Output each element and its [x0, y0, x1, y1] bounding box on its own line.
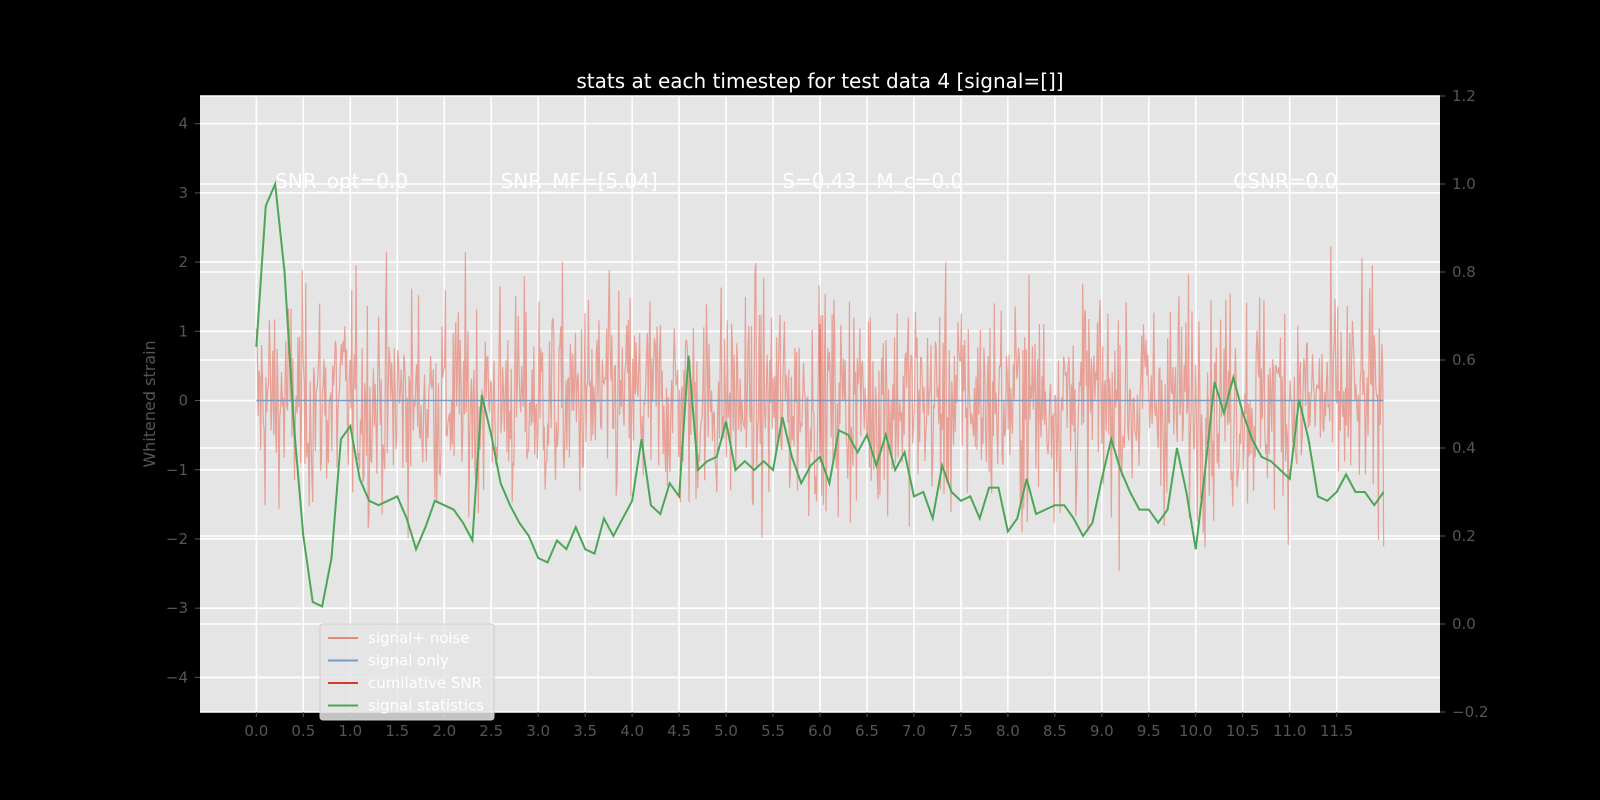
x-tick-label: 10.0 [1179, 722, 1212, 740]
x-tick-label: 11.0 [1273, 722, 1306, 740]
y-tick-label: 3 [178, 184, 188, 202]
annotation: CSNR=0.0 [1233, 169, 1337, 193]
legend-label: signal statistics [368, 697, 484, 715]
x-tick-label: 0.0 [244, 722, 268, 740]
x-tick-label: 1.5 [385, 722, 409, 740]
x-tick-label: 3.5 [573, 722, 597, 740]
legend: signal+ noise signal only cumilative SNR si… [319, 623, 495, 721]
y-tick-label: 0 [178, 392, 188, 410]
line-series [255, 180, 1385, 608]
y2-tick-label: 0.6 [1452, 351, 1476, 369]
x-tick-label: 9.0 [1090, 722, 1114, 740]
y2-tick-label: 1.2 [1452, 87, 1476, 105]
y-axis-left: 4 3 2 1 0 −1 −2 −3 −4 [166, 115, 200, 686]
x-tick-label: 2.0 [432, 722, 456, 740]
y2-tick-label: 0.2 [1452, 527, 1476, 545]
x-tick-label: 8.5 [1043, 722, 1067, 740]
x-tick-label: 7.5 [949, 722, 973, 740]
y2-tick-label: 0.0 [1452, 615, 1476, 633]
annotation: S=0.43 [782, 169, 856, 193]
annotation: SNR_MF=[5.04] [501, 169, 658, 193]
x-tick-label: 6.0 [808, 722, 832, 740]
x-tick-label: 5.0 [714, 722, 738, 740]
y-tick-label: 1 [178, 322, 188, 340]
x-tick-label: 4.0 [620, 722, 644, 740]
x-tick-label: 9.5 [1137, 722, 1161, 740]
signal-statistics-line [255, 180, 1385, 608]
x-tick-label: 8.0 [996, 722, 1020, 740]
x-tick-label: 6.5 [855, 722, 879, 740]
legend-box [319, 623, 495, 721]
y-tick-label: −2 [166, 530, 188, 548]
y-axis-right: 1.2 1.0 0.8 0.6 0.4 0.2 0.0 −0.2 [1440, 87, 1488, 721]
x-tick-label: 0.5 [291, 722, 315, 740]
y-tick-label: −3 [166, 599, 188, 617]
legend-label: signal+ noise [368, 629, 470, 647]
y2-tick-label: 0.8 [1452, 263, 1476, 281]
chart-title: stats at each timestep for test data 4 [… [576, 69, 1063, 93]
x-tick-label: 11.5 [1320, 722, 1353, 740]
legend-label: cumilative SNR [368, 674, 482, 692]
x-tick-label: 7.0 [902, 722, 926, 740]
annotation: SNR_opt=0.0 [275, 169, 408, 193]
x-tick-label: 1.0 [338, 722, 362, 740]
x-tick-label: 3.0 [526, 722, 550, 740]
legend-label: signal only [368, 652, 449, 670]
y2-tick-label: 0.4 [1452, 439, 1476, 457]
annotation: M_c=0.0 [876, 169, 963, 193]
annotations: SNR_opt=0.0 SNR_MF=[5.04] S=0.43 M_c=0.0 CSN… [275, 169, 1337, 193]
y-tick-label: −4 [166, 668, 188, 686]
x-tick-label: 10.5 [1226, 722, 1259, 740]
y-tick-label: 2 [178, 253, 188, 271]
y-tick-label: −1 [166, 461, 188, 479]
x-tick-label: 2.5 [479, 722, 503, 740]
y2-tick-label: −0.2 [1452, 703, 1488, 721]
y-axis-label: Whitened strain [140, 340, 159, 467]
x-axis: 0.0 0.5 1.0 1.5 2.0 2.5 3.0 3.5 4.0 4.5 5.0 5.5 6.0 6… [244, 712, 1353, 740]
x-tick-label: 5.5 [761, 722, 785, 740]
x-tick-label: 4.5 [667, 722, 691, 740]
y-tick-label: 4 [178, 115, 188, 133]
y2-tick-label: 1.0 [1452, 175, 1476, 193]
